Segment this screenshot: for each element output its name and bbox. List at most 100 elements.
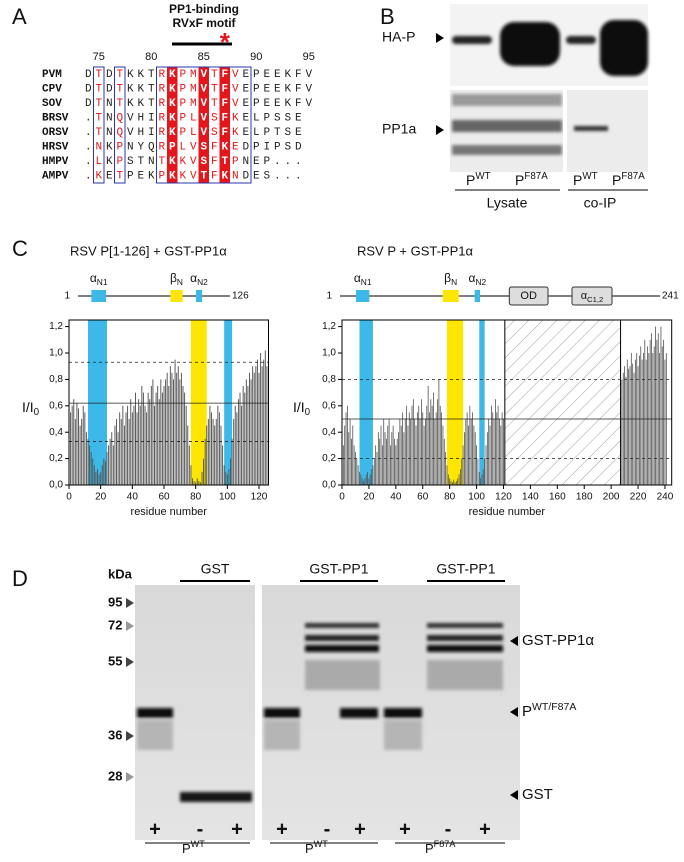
bar	[109, 438, 111, 485]
bar	[656, 339, 658, 485]
residue: .	[85, 112, 92, 124]
residue: K	[180, 156, 187, 168]
residue: F	[222, 127, 229, 139]
bar	[468, 425, 469, 485]
asterisk: *	[220, 27, 231, 57]
residue: T	[274, 127, 281, 139]
bar	[342, 445, 344, 485]
bar	[434, 419, 436, 485]
residue: R	[159, 98, 166, 110]
bar	[371, 469, 373, 485]
lane-label-base: P	[612, 172, 621, 188]
lane-sign: -	[324, 818, 331, 840]
residue: F	[222, 83, 229, 95]
residue: D	[106, 69, 113, 81]
bar	[427, 386, 429, 485]
bar	[138, 399, 140, 485]
lane-sign: +	[276, 818, 288, 840]
species-name: PVM	[42, 69, 62, 81]
bar	[206, 425, 208, 485]
element-label-sub: N	[177, 277, 183, 287]
residue: V	[201, 98, 208, 110]
y-tick-label: 0,6	[49, 400, 63, 411]
residue: K	[285, 83, 292, 95]
lane-label-base: P	[573, 172, 582, 188]
domain-label: αC1,2	[581, 290, 604, 304]
bar	[135, 392, 136, 485]
bar	[207, 419, 209, 485]
residue: F	[295, 69, 302, 81]
x-tick-label: 20	[95, 492, 107, 503]
bar	[488, 419, 490, 485]
bar	[458, 474, 460, 485]
bar	[461, 458, 463, 485]
residue: T	[117, 170, 124, 182]
bar	[480, 478, 482, 485]
residue: K	[285, 98, 292, 110]
residue: K	[232, 112, 239, 124]
domain-box	[508, 286, 549, 306]
residue: P	[180, 112, 187, 124]
bar	[241, 405, 243, 485]
bar	[394, 438, 395, 485]
marker-label: 55	[108, 653, 122, 668]
ruler-label: 90	[250, 51, 262, 63]
bar	[222, 445, 224, 485]
bar	[114, 425, 116, 485]
residue: F	[295, 83, 302, 95]
residue: K	[169, 156, 176, 168]
y-tick-label: 0,8	[49, 374, 63, 385]
motif-title: RVxF motif	[172, 16, 236, 30]
band-arrow	[436, 33, 444, 43]
element-label-base: α	[190, 271, 197, 285]
y-axis-label-base: I/I	[22, 399, 34, 415]
residue: K	[169, 83, 176, 95]
residue: N	[148, 156, 155, 168]
residue: P	[253, 141, 260, 153]
x-tick-label: 140	[522, 492, 539, 503]
bar	[85, 432, 87, 485]
bar	[367, 471, 368, 485]
lane-sign: +	[149, 818, 161, 840]
bar	[661, 346, 663, 485]
construct-label: PWT	[182, 839, 205, 856]
bar	[632, 363, 634, 485]
residue: E	[295, 112, 302, 124]
band-label: GST-PP1α	[522, 632, 594, 649]
x-tick-label: 120	[251, 492, 268, 503]
bar	[260, 353, 262, 485]
bar	[645, 359, 647, 485]
diagram-element	[442, 290, 459, 302]
bar	[233, 419, 235, 485]
group-label: Lysate	[487, 195, 528, 211]
region-band	[88, 320, 107, 485]
bar	[79, 425, 81, 485]
residue: .	[85, 170, 92, 182]
bar	[264, 350, 266, 485]
lane-label-base: P	[466, 172, 475, 188]
bar	[495, 399, 496, 485]
bar	[131, 412, 133, 485]
residue: P	[232, 156, 239, 168]
x-tick-label: 200	[603, 492, 620, 503]
bar	[353, 445, 355, 485]
bar	[410, 419, 412, 485]
bar	[633, 372, 635, 485]
bar	[622, 372, 624, 485]
ruler-label: 85	[198, 51, 210, 63]
bar	[226, 474, 228, 485]
bar	[176, 372, 178, 485]
residue: L	[253, 112, 260, 124]
residue: S	[201, 156, 208, 168]
residue: E	[274, 69, 281, 81]
residue: P	[264, 127, 271, 139]
residue: Q	[148, 141, 155, 153]
residue: E	[106, 170, 113, 182]
bar	[653, 346, 655, 485]
bar	[211, 412, 212, 485]
residue: E	[264, 69, 271, 81]
bar	[395, 445, 397, 485]
